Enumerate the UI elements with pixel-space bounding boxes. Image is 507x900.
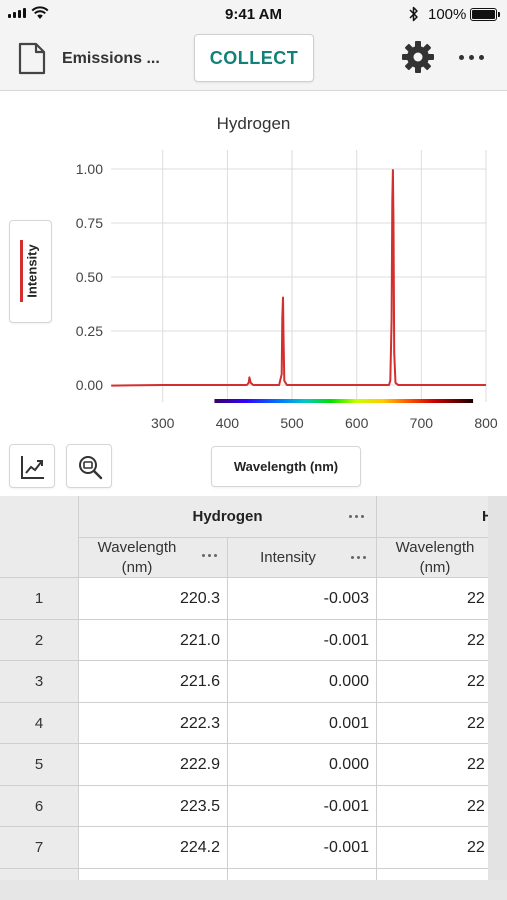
column-header-wavelength[interactable]: Wavelength (nm) — [79, 538, 228, 578]
cell-wavelength[interactable]: 221.0 — [79, 620, 228, 661]
column-name-wavelength: Wavelength (nm) — [97, 539, 177, 576]
cell-intensity[interactable]: -0.003 — [228, 578, 377, 620]
zoom-button[interactable] — [66, 444, 112, 488]
column-menu-icon[interactable] — [202, 554, 217, 557]
status-bar: 9:41 AM 100% — [0, 0, 507, 28]
autoscale-icon — [21, 456, 44, 479]
cell-wavelength-partial[interactable]: 22 — [377, 786, 507, 827]
cell-wavelength[interactable]: 222.9 — [79, 744, 228, 786]
file-icon[interactable] — [18, 42, 46, 75]
cell-wavelength-partial[interactable]: 22 — [377, 661, 507, 703]
cell-intensity[interactable]: 0.001 — [228, 703, 377, 744]
x-tick-label: 700 — [410, 415, 434, 431]
spectrum-bar — [214, 399, 474, 403]
table-horizontal-overflow — [488, 496, 507, 900]
row-number: 6 — [0, 786, 79, 827]
battery-percentage: 100% — [428, 6, 467, 23]
data-table[interactable]: Hydrogen H Wavelength (nm) Intensity Wav… — [0, 496, 507, 900]
y-tick-label: 1.00 — [76, 161, 103, 177]
column-name-wavelength-partial: Wavelength (nm) — [395, 539, 475, 576]
cell-wavelength-partial[interactable]: 22 — [377, 744, 507, 786]
y-tick-label: 0.50 — [76, 269, 103, 285]
spectrum-chart[interactable]: 300 400 500 600 700 800 1.00 0.75 0.50 0.25 0.00 — [0, 92, 507, 442]
battery-icon — [470, 8, 500, 21]
zoom-icon — [79, 456, 103, 480]
column-menu-icon[interactable] — [351, 556, 366, 559]
y-axis-label: Intensity — [24, 244, 40, 298]
data-series-layer — [111, 169, 486, 387]
row-number: 2 — [0, 620, 79, 661]
cell-intensity[interactable]: -0.001 — [228, 786, 377, 827]
chart-grid — [111, 150, 487, 402]
graph-title: Hydrogen — [216, 114, 291, 133]
dataset-header-partial[interactable]: H — [377, 496, 507, 538]
x-tick-label: 500 — [280, 415, 304, 431]
x-tick-label: 300 — [151, 415, 175, 431]
dataset-name-partial: H — [482, 508, 493, 525]
axis-tick-labels: 300 400 500 600 700 800 1.00 0.75 0.50 0.25 0.00 — [76, 161, 498, 431]
cell-intensity[interactable]: -0.001 — [228, 827, 377, 869]
dataset-menu-icon[interactable] — [349, 515, 364, 518]
cell-wavelength-partial[interactable]: 22 — [377, 703, 507, 744]
file-name[interactable]: Emissions ... — [62, 50, 160, 67]
cellular-signal-icon — [8, 8, 26, 18]
bluetooth-icon — [409, 6, 418, 22]
cell-wavelength[interactable]: 223.5 — [79, 786, 228, 827]
cell-wavelength-partial[interactable]: 22 — [377, 578, 507, 620]
column-header-wavelength-partial[interactable]: Wavelength (nm) — [377, 538, 507, 578]
row-number: 1 — [0, 578, 79, 620]
autoscale-button[interactable] — [9, 444, 55, 488]
column-header-intensity[interactable]: Intensity — [228, 538, 377, 578]
bottom-inset — [0, 880, 507, 900]
dataset-header[interactable]: Hydrogen — [79, 496, 377, 538]
cell-wavelength[interactable]: 220.3 — [79, 578, 228, 620]
table-corner — [0, 496, 79, 578]
column-name-intensity: Intensity — [260, 549, 316, 566]
collect-button[interactable]: COLLECT — [194, 34, 314, 82]
cell-wavelength-partial[interactable]: 22 — [377, 620, 507, 661]
spectrum-color-bar — [214, 399, 474, 403]
row-number: 5 — [0, 744, 79, 786]
gear-icon[interactable] — [401, 40, 435, 74]
y-tick-label: 0.75 — [76, 215, 103, 231]
series-line-intensity — [111, 169, 486, 387]
cell-wavelength[interactable]: 221.6 — [79, 661, 228, 703]
row-number: 7 — [0, 827, 79, 869]
row-number: 4 — [0, 703, 79, 744]
x-tick-label: 400 — [216, 415, 240, 431]
x-tick-label: 600 — [345, 415, 369, 431]
y-tick-label: 0.25 — [76, 323, 103, 339]
x-tick-label: 800 — [474, 415, 498, 431]
more-options-icon[interactable] — [459, 55, 484, 60]
wifi-icon — [31, 6, 49, 19]
x-axis-legend[interactable]: Wavelength (nm) — [211, 446, 361, 487]
series-color-swatch — [20, 240, 23, 302]
y-axis-legend[interactable]: Intensity — [9, 220, 52, 323]
y-tick-label: 0.00 — [76, 377, 103, 393]
cell-wavelength[interactable]: 224.2 — [79, 827, 228, 869]
cell-intensity[interactable]: -0.001 — [228, 620, 377, 661]
dataset-name: Hydrogen — [192, 508, 263, 525]
graph-panel: Hydrogen 300 400 500 600 700 800 1.00 0.75 0.50 0… — [0, 92, 507, 496]
row-number: 3 — [0, 661, 79, 703]
cell-wavelength[interactable]: 222.3 — [79, 703, 228, 744]
cell-wavelength-partial[interactable]: 22 — [377, 827, 507, 869]
cell-intensity[interactable]: 0.000 — [228, 661, 377, 703]
app-toolbar: Emissions ... COLLECT — [0, 28, 507, 91]
cell-intensity[interactable]: 0.000 — [228, 744, 377, 786]
status-time: 9:41 AM — [225, 6, 282, 23]
